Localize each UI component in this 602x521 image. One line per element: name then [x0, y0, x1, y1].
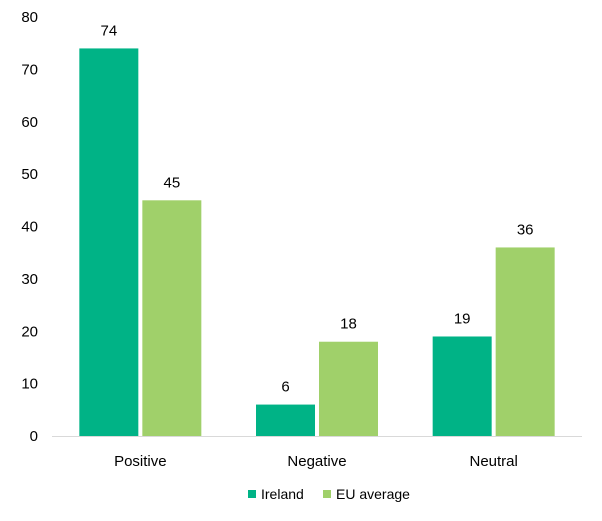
y-tick-label: 80 — [21, 9, 38, 26]
bar-ireland-negative — [256, 404, 315, 436]
x-tick-label: Positive — [114, 453, 167, 470]
y-tick-label: 10 — [21, 376, 38, 393]
bar-eu-average-negative — [319, 341, 378, 436]
y-axis: 0 10 20 30 40 50 60 70 80 — [21, 9, 38, 445]
legend-label-eu-average: EU average — [336, 486, 410, 502]
data-label: 6 — [281, 379, 289, 396]
legend: Ireland EU average — [248, 486, 410, 502]
y-tick-label: 40 — [21, 219, 38, 236]
bar-ireland-positive — [79, 48, 139, 437]
legend-swatch-ireland — [248, 490, 256, 498]
bars — [79, 48, 555, 437]
y-tick-label: 50 — [21, 166, 38, 183]
bar-eu-average-neutral — [495, 247, 555, 436]
x-axis: Positive Negative Neutral — [52, 436, 582, 470]
y-tick-label: 70 — [21, 61, 38, 78]
data-label: 36 — [517, 221, 534, 238]
legend-swatch-eu-average — [323, 490, 331, 498]
data-label: 19 — [454, 310, 471, 327]
y-tick-label: 20 — [21, 323, 38, 340]
y-tick-label: 0 — [30, 428, 38, 445]
y-tick-label: 30 — [21, 271, 38, 288]
y-tick-label: 60 — [21, 114, 38, 131]
x-tick-label: Negative — [287, 453, 346, 470]
legend-label-ireland: Ireland — [261, 486, 304, 502]
data-label: 18 — [340, 316, 357, 333]
bar-ireland-neutral — [432, 336, 492, 436]
data-label: 74 — [100, 22, 117, 39]
x-tick-label: Neutral — [469, 453, 517, 470]
data-label: 45 — [163, 174, 180, 191]
bar-eu-average-positive — [142, 200, 202, 436]
data-labels: 74 45 6 18 19 36 — [100, 22, 533, 395]
